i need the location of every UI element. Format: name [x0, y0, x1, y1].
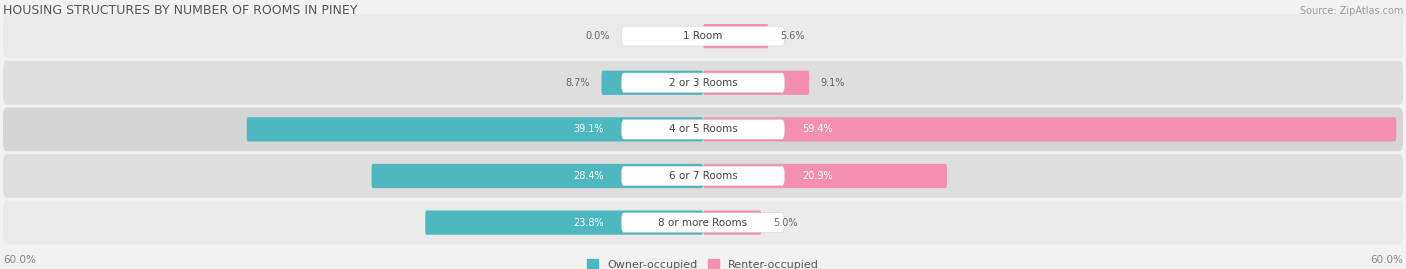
- FancyBboxPatch shape: [602, 71, 703, 95]
- FancyBboxPatch shape: [621, 26, 785, 46]
- Text: 1 Room: 1 Room: [683, 31, 723, 41]
- Text: Source: ZipAtlas.com: Source: ZipAtlas.com: [1301, 6, 1403, 16]
- FancyBboxPatch shape: [3, 107, 1403, 151]
- FancyBboxPatch shape: [3, 14, 1403, 58]
- FancyBboxPatch shape: [425, 210, 703, 235]
- FancyBboxPatch shape: [703, 71, 810, 95]
- Text: 60.0%: 60.0%: [1371, 255, 1403, 265]
- FancyBboxPatch shape: [3, 61, 1403, 105]
- Text: 2 or 3 Rooms: 2 or 3 Rooms: [669, 78, 737, 88]
- FancyBboxPatch shape: [621, 73, 785, 93]
- FancyBboxPatch shape: [621, 166, 785, 186]
- FancyBboxPatch shape: [703, 210, 762, 235]
- FancyBboxPatch shape: [621, 213, 785, 232]
- Text: 28.4%: 28.4%: [574, 171, 603, 181]
- Text: 6 or 7 Rooms: 6 or 7 Rooms: [669, 171, 737, 181]
- Text: 23.8%: 23.8%: [574, 218, 603, 228]
- FancyBboxPatch shape: [3, 154, 1403, 198]
- Text: 59.4%: 59.4%: [803, 124, 832, 134]
- Text: 39.1%: 39.1%: [574, 124, 603, 134]
- FancyBboxPatch shape: [703, 117, 1396, 141]
- FancyBboxPatch shape: [703, 24, 768, 48]
- FancyBboxPatch shape: [371, 164, 703, 188]
- Text: 5.6%: 5.6%: [780, 31, 804, 41]
- Text: 5.0%: 5.0%: [773, 218, 797, 228]
- Text: HOUSING STRUCTURES BY NUMBER OF ROOMS IN PINEY: HOUSING STRUCTURES BY NUMBER OF ROOMS IN…: [3, 4, 357, 17]
- FancyBboxPatch shape: [246, 117, 703, 141]
- FancyBboxPatch shape: [703, 164, 946, 188]
- Text: 8 or more Rooms: 8 or more Rooms: [658, 218, 748, 228]
- Text: 9.1%: 9.1%: [821, 78, 845, 88]
- Text: 4 or 5 Rooms: 4 or 5 Rooms: [669, 124, 737, 134]
- FancyBboxPatch shape: [621, 120, 785, 139]
- Legend: Owner-occupied, Renter-occupied: Owner-occupied, Renter-occupied: [586, 259, 820, 269]
- Text: 8.7%: 8.7%: [565, 78, 589, 88]
- Text: 60.0%: 60.0%: [3, 255, 35, 265]
- FancyBboxPatch shape: [3, 201, 1403, 245]
- Text: 0.0%: 0.0%: [585, 31, 610, 41]
- Text: 20.9%: 20.9%: [803, 171, 832, 181]
